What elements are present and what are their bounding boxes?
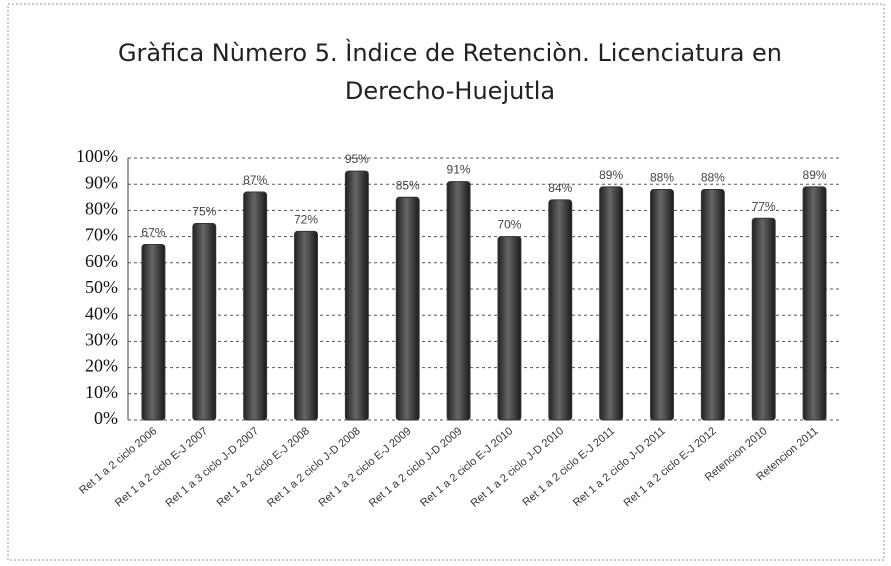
value-label: 89% [599,168,623,182]
x-tick-label: Ret 1 a 2 ciclo E-J 2007 [113,425,210,509]
bar [802,186,827,421]
y-tick-label: 70% [85,225,118,245]
value-label: 70% [497,218,521,232]
chart-title: Gràfica Nùmero 5. Ìndice de Retenciòn. L… [117,39,783,105]
bar [599,186,624,421]
value-label: 88% [701,170,725,184]
y-tick-label: 80% [85,199,118,219]
bar [344,170,369,421]
value-label: 87% [243,173,267,187]
bar [650,188,674,421]
x-tick-label: Ret 1 a 2 ciclo J-D 2010 [469,425,567,510]
value-label: 77% [752,199,776,213]
x-tick-label: Ret 1 a 2 ciclo E-J 2010 [418,425,515,509]
bar [192,223,217,421]
bar [497,236,522,421]
bar [700,188,725,421]
y-tick-label: 10% [85,382,118,402]
y-tick-label: 90% [85,172,118,192]
x-tick-label: Ret 1 a 3 ciclo J-D 2007 [163,425,261,510]
bar [751,217,776,421]
value-label: 89% [803,168,827,182]
bar [548,199,573,421]
bar [446,181,471,421]
y-tick-label: 50% [85,277,118,297]
x-tick-label: Ret 1 a 2 ciclo J-D 2008 [265,425,363,510]
bar [294,230,318,421]
x-tick-label: Ret 1 a 2 ciclo E-J 2009 [316,425,413,509]
y-tick-label: 20% [85,356,118,376]
chart-border [7,3,885,561]
x-tick-label: Ret 1 a 2 ciclo J-D 2011 [571,425,668,509]
value-label: 95% [345,152,369,166]
x-tick-label: Ret 1 a 2 ciclo E-J 2011 [521,425,618,509]
value-label: 84% [548,181,572,195]
value-label: 67% [141,225,165,239]
y-tick-label: 40% [85,303,118,323]
y-tick-label: 0% [94,408,118,428]
x-tick-label: Ret 1 a 2 ciclo E-J 2012 [622,425,719,509]
bar [141,243,166,421]
x-tick-label: Ret 1 a 2 ciclo E-J 2008 [215,425,312,509]
value-label: 72% [294,212,318,226]
value-label: 88% [650,170,674,184]
bar [395,196,420,421]
value-label: 91% [447,163,471,177]
value-label: 85% [396,178,420,192]
y-tick-label: 100% [76,146,118,166]
y-tick-label: 30% [85,330,118,350]
y-tick-label: 60% [85,251,118,271]
bar [243,191,268,421]
x-tick-label: Ret 1 a 2 ciclo J-D 2009 [367,425,465,510]
value-label: 75% [192,205,216,219]
